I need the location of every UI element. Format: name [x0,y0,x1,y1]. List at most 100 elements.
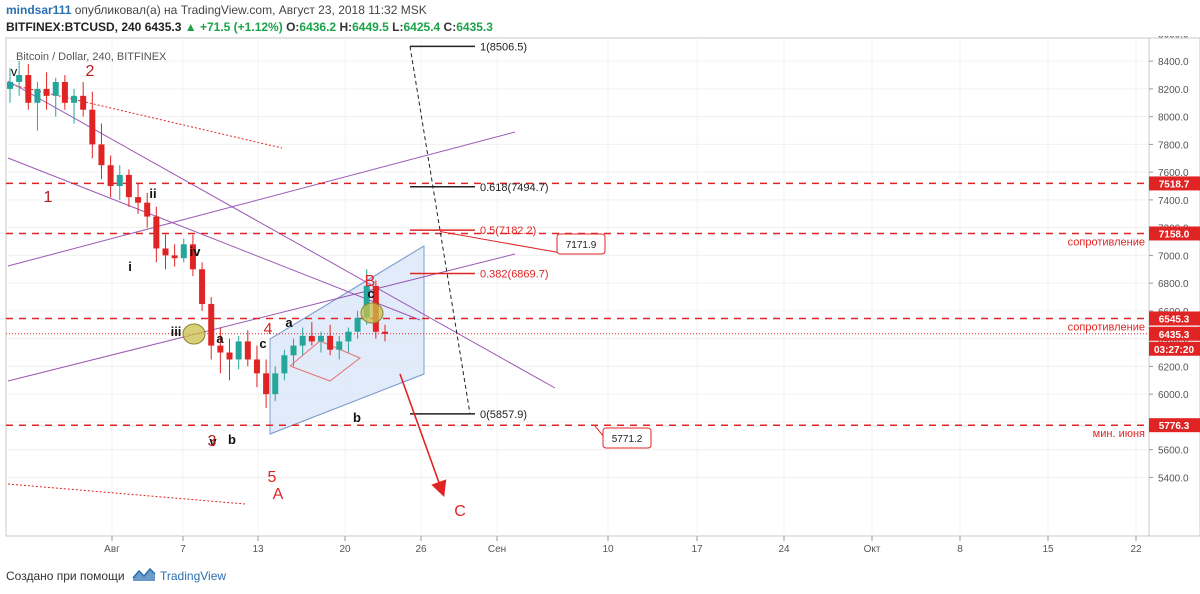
candle-body [327,335,334,350]
author-name[interactable]: mindsar111 [6,3,72,17]
callout-box[interactable] [602,427,652,449]
y-tick-label: 7000.0 [1158,251,1189,262]
candle-body [199,269,206,304]
up-arrow-icon: ▲ [184,20,197,34]
x-tick-label: Окт [864,544,881,555]
x-tick-label: 26 [415,544,427,555]
y-tick-label: 7400.0 [1158,196,1189,207]
x-tick-label: 13 [252,544,264,555]
plot-area[interactable] [5,37,1150,537]
candle-body [217,345,224,353]
candle-body [98,144,105,166]
wave-label: 1 [44,189,53,206]
candle-body [253,359,260,374]
x-tick-label: 24 [778,544,790,555]
open-label: O: [286,20,300,34]
level-annotation: сопротивление [1068,236,1145,248]
footer: Создано при помощи TradingView [0,560,1200,594]
level-annotation: сопротивление [1068,321,1145,333]
candle-body [290,345,297,356]
wave-label: 5 [268,469,277,486]
fib-level-label: 0.382(6869.7) [480,268,549,280]
candle-body [189,244,196,270]
y-tick-label: 6000.0 [1158,390,1189,401]
x-tick-label: 10 [602,544,614,555]
fib-trend-line [409,46,471,414]
candle-body [235,341,242,360]
x-tick-label: 8 [957,544,963,555]
candle-body [107,165,114,187]
low-label: L: [392,20,404,34]
candle-body [244,341,251,360]
candle-body [299,335,306,346]
price-badge [1149,311,1200,326]
wave-label: 2 [86,63,95,80]
wave-label: c [367,286,374,301]
candle-body [89,109,96,145]
chart-title: Bitcoin / Dollar, 240, BITFINEX [16,51,167,63]
symbol-label: BITFINEX:BTCUSD, 240 [6,20,142,34]
x-tick-label: Авг [104,544,120,555]
fib-level-label: 0.5(7182.2) [480,225,536,237]
candle-body [125,174,132,198]
close-value: 6435.3 [456,20,493,34]
x-tick-label: Сен [488,544,506,555]
y-tick-label: 6200.0 [1158,362,1189,373]
x-tick-label: 7 [180,544,186,555]
tradingview-link[interactable]: TradingView [160,569,227,583]
price-badge [1149,341,1200,356]
tradingview-logo-icon [132,567,156,581]
wave-label: a [285,315,293,330]
candle-body [80,95,87,110]
y-tick-label: 8400.0 [1158,57,1189,68]
candle-body [382,331,388,334]
x-tick-label: 15 [1042,544,1054,555]
candle-body [263,373,270,395]
low-value: 6425.4 [403,20,441,34]
wave-label: b [228,432,236,447]
ohlc-line: BITFINEX:BTCUSD, 240 6435.3 ▲ +71.5 (+1.… [6,20,493,34]
fib-level-label: 0(5857.9) [480,409,527,421]
price-badge-label: 7518.7 [1159,179,1190,190]
callout-box[interactable] [556,233,606,255]
candle-body [354,317,361,332]
high-value: 6449.5 [352,20,389,34]
price-axis[interactable] [1148,37,1200,537]
x-axis-ticks: Авг 7 13 20 26 Сен 10 17 24 Окт 8 15 22 [104,536,1142,555]
price-badge-label: 03:27:20 [1154,345,1194,356]
candle-body [116,174,123,187]
chart-header: mindsar111 опубликовал(а) на TradingView… [0,0,1200,38]
y-tick-label: 6800.0 [1158,279,1189,290]
candle-body [171,255,178,259]
candle-body [16,75,23,82]
price-chart[interactable]: 5400.05600.05800.06000.06200.06400.06600… [0,36,1200,560]
made-with-label: Создано при помощи [6,569,125,583]
triangle-pattern [289,340,361,382]
candle-body [345,331,352,342]
candle-body [180,244,187,259]
pivot-markers [182,302,384,345]
candle-body [208,303,215,346]
price-badge [1149,176,1200,191]
callout-label: 7171.9 [566,240,597,251]
level-annotation: мин. июня [1093,428,1145,440]
wave-label: a [216,331,224,346]
price-badge-label: 6545.3 [1159,314,1190,325]
wave-label: C [454,503,466,520]
x-tick-label: 22 [1130,544,1142,555]
candle-body [61,81,68,103]
price-badge-label: 7158.0 [1159,229,1190,240]
candle-body [226,352,233,360]
callout-pointer [439,231,568,255]
y-tick-label: 7600.0 [1158,168,1189,179]
publish-text: опубликовал(а) на TradingView.com, Авгус… [74,3,427,17]
support-resistance-levels [6,182,1149,426]
candle-body [52,81,59,96]
candle-body [336,341,343,350]
candle-body [71,95,78,103]
candle-body [317,335,324,342]
candle-body [34,88,41,103]
price-badge-label: 6435.3 [1159,330,1190,341]
wave-label: ii [149,186,156,201]
